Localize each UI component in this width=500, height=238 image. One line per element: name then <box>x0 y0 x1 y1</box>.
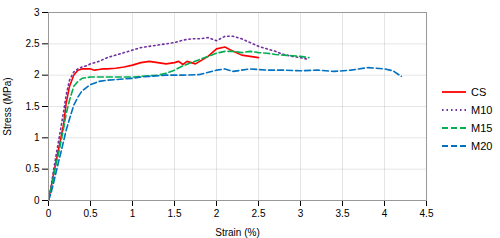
svg-text:4: 4 <box>382 208 388 219</box>
svg-text:2: 2 <box>34 69 40 80</box>
svg-text:1.5: 1.5 <box>26 101 40 112</box>
svg-text:1: 1 <box>34 132 40 143</box>
html-text:M10: M10 <box>471 104 493 116</box>
html-text:M20: M20 <box>471 140 493 152</box>
svg-text:0.5: 0.5 <box>26 163 40 174</box>
svg-text:Stress (MPa): Stress (MPa) <box>2 77 13 135</box>
svg-text:0: 0 <box>46 208 52 219</box>
svg-text:4.5: 4.5 <box>420 208 434 219</box>
svg-text:3: 3 <box>34 7 40 18</box>
svg-text:1: 1 <box>130 208 136 219</box>
html-text:M15: M15 <box>471 122 493 134</box>
svg-text:3.5: 3.5 <box>336 208 350 219</box>
svg-text:2.5: 2.5 <box>26 38 40 49</box>
html-text:CS: CS <box>471 86 487 98</box>
svg-text:2: 2 <box>214 208 220 219</box>
svg-text:3: 3 <box>298 208 304 219</box>
svg-text:1.5: 1.5 <box>168 208 182 219</box>
svg-text:0: 0 <box>34 195 40 206</box>
svg-text:0.5: 0.5 <box>84 208 98 219</box>
svg-text:Strain (%): Strain (%) <box>215 227 259 238</box>
svg-text:2.5: 2.5 <box>252 208 266 219</box>
